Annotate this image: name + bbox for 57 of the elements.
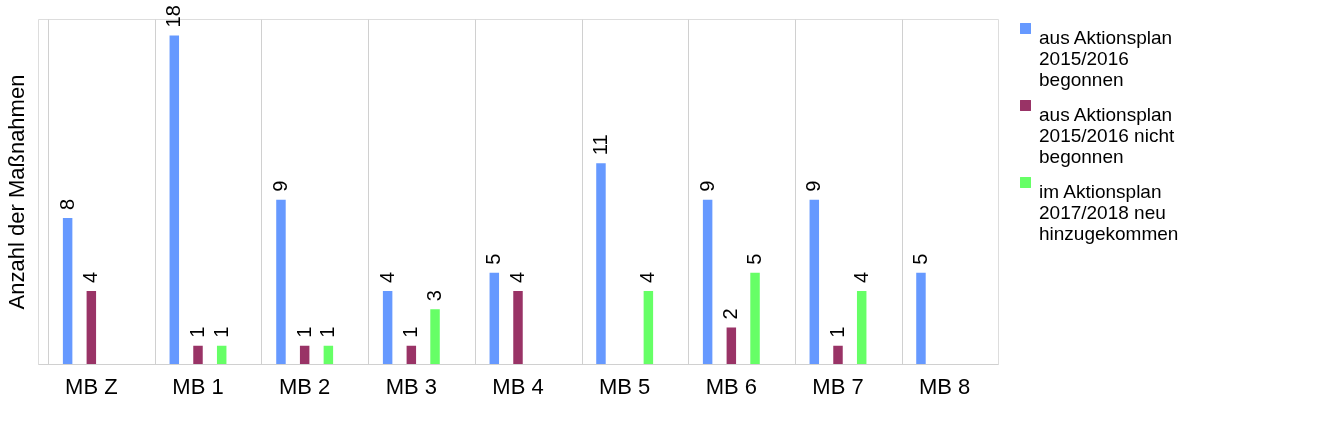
data-label: 4	[636, 271, 659, 283]
data-label: 1	[292, 326, 315, 338]
bar	[726, 327, 737, 364]
data-label: 4	[79, 271, 102, 283]
bar	[86, 290, 97, 364]
data-label: 2	[719, 308, 742, 320]
data-label: 5	[482, 253, 505, 265]
bar	[299, 345, 310, 364]
bar	[382, 290, 393, 364]
data-label: 5	[908, 253, 931, 265]
bar	[856, 290, 867, 364]
bar	[596, 163, 606, 364]
bar	[62, 217, 73, 364]
bar	[216, 345, 227, 364]
legend-label: im Aktionsplan 2017/2018 neu hinzugekommen	[1039, 180, 1179, 244]
data-label: 3	[423, 290, 446, 302]
y-axis-title: Anzahl der Maßnahmen	[3, 74, 29, 310]
data-label: 4	[506, 271, 528, 283]
bar	[750, 272, 760, 364]
data-label: 1	[209, 326, 232, 338]
data-label: 5	[743, 253, 766, 265]
data-label: 1	[399, 326, 422, 338]
x-tick-label: MB 5	[598, 373, 651, 399]
x-tick-label: MB Z	[65, 373, 118, 399]
bar	[489, 272, 500, 364]
legend-label: aus Aktionsplan 2015/2016 nicht begonnen	[1039, 103, 1175, 167]
data-label: 4	[375, 271, 398, 283]
data-label: 1	[316, 326, 339, 338]
data-label: 9	[802, 180, 825, 192]
x-tick-label: MB 2	[278, 373, 331, 399]
x-tick-label: MB 6	[705, 373, 758, 399]
data-label: 4	[849, 271, 872, 283]
bar	[323, 345, 334, 364]
bar	[406, 345, 417, 364]
bar	[833, 345, 843, 364]
x-tick-label: MB 7	[812, 373, 864, 399]
bar	[702, 199, 713, 364]
bar	[193, 345, 203, 364]
data-label: 1	[186, 326, 208, 338]
bar	[916, 272, 926, 364]
data-label: 18	[162, 5, 185, 28]
bar	[643, 290, 654, 364]
data-label: 9	[268, 180, 291, 192]
x-tick-label: MB 3	[385, 373, 438, 399]
x-tick-label: MB 4	[492, 373, 544, 399]
bar	[276, 199, 286, 364]
x-tick-label: MB 1	[172, 373, 224, 399]
data-label: 11	[588, 134, 611, 156]
data-label: 1	[826, 326, 848, 338]
data-label: 8	[55, 198, 78, 210]
bar	[430, 309, 440, 364]
data-label: 9	[695, 180, 718, 192]
x-tick-label: MB 8	[918, 373, 971, 399]
bar	[809, 199, 820, 364]
bar	[513, 290, 523, 364]
legend-label: aus Aktionsplan 2015/2016 begonnen	[1039, 26, 1173, 90]
bar	[169, 35, 180, 364]
